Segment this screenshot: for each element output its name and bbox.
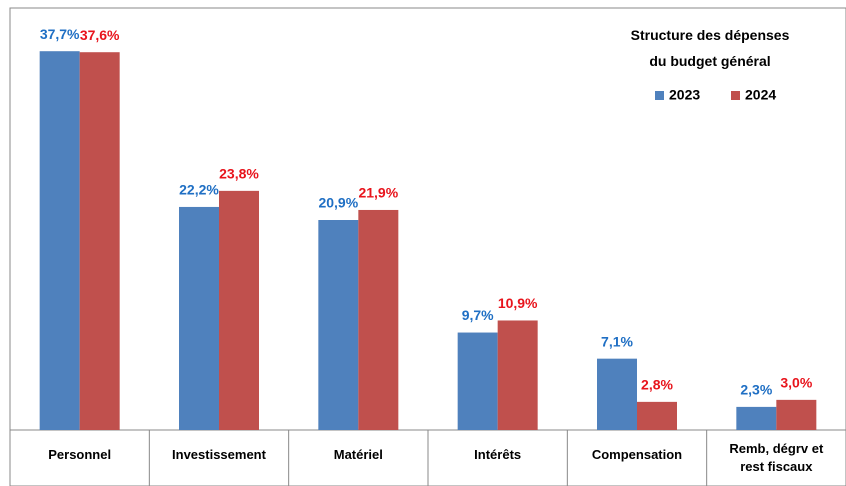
value-label: 2,8% <box>641 377 673 393</box>
x-tick-label: Matériel <box>333 447 383 462</box>
bar <box>637 401 677 430</box>
legend-swatch <box>731 91 740 100</box>
bar <box>597 358 637 430</box>
bar <box>219 190 259 430</box>
bar <box>497 320 538 430</box>
bar <box>318 220 359 430</box>
value-label: 10,9% <box>498 295 538 311</box>
value-label: 21,9% <box>358 185 398 201</box>
chart-title: Structure des dépenses du budget général <box>630 27 790 69</box>
x-tick-label: Personnel <box>48 447 112 462</box>
value-label: 3,0% <box>780 375 812 391</box>
bar <box>39 51 80 430</box>
bar <box>457 332 498 430</box>
value-label: 22,2% <box>179 182 219 198</box>
value-label: 7,1% <box>601 333 633 349</box>
legend-label: 2024 <box>745 87 776 103</box>
x-tick-label: Investissement <box>172 447 266 462</box>
value-label: 37,6% <box>80 27 120 43</box>
bar <box>79 52 120 430</box>
legend-swatch <box>655 91 664 100</box>
value-label: 20,9% <box>318 195 358 211</box>
frame <box>9 7 846 486</box>
bar <box>358 209 399 430</box>
bar <box>736 406 777 430</box>
bar <box>179 206 219 430</box>
x-tick-label: Intérêts <box>474 447 522 462</box>
x-tick-label: Compensation <box>591 447 683 462</box>
legend-label: 2023 <box>669 87 700 103</box>
value-label: 9,7% <box>462 307 494 323</box>
value-label: 37,7% <box>40 26 80 42</box>
x-tick-label: Remb, dégrv et rest fiscaux <box>729 441 824 474</box>
value-label: 2,3% <box>740 382 772 398</box>
bar <box>776 399 817 430</box>
value-label: 23,8% <box>219 166 259 182</box>
